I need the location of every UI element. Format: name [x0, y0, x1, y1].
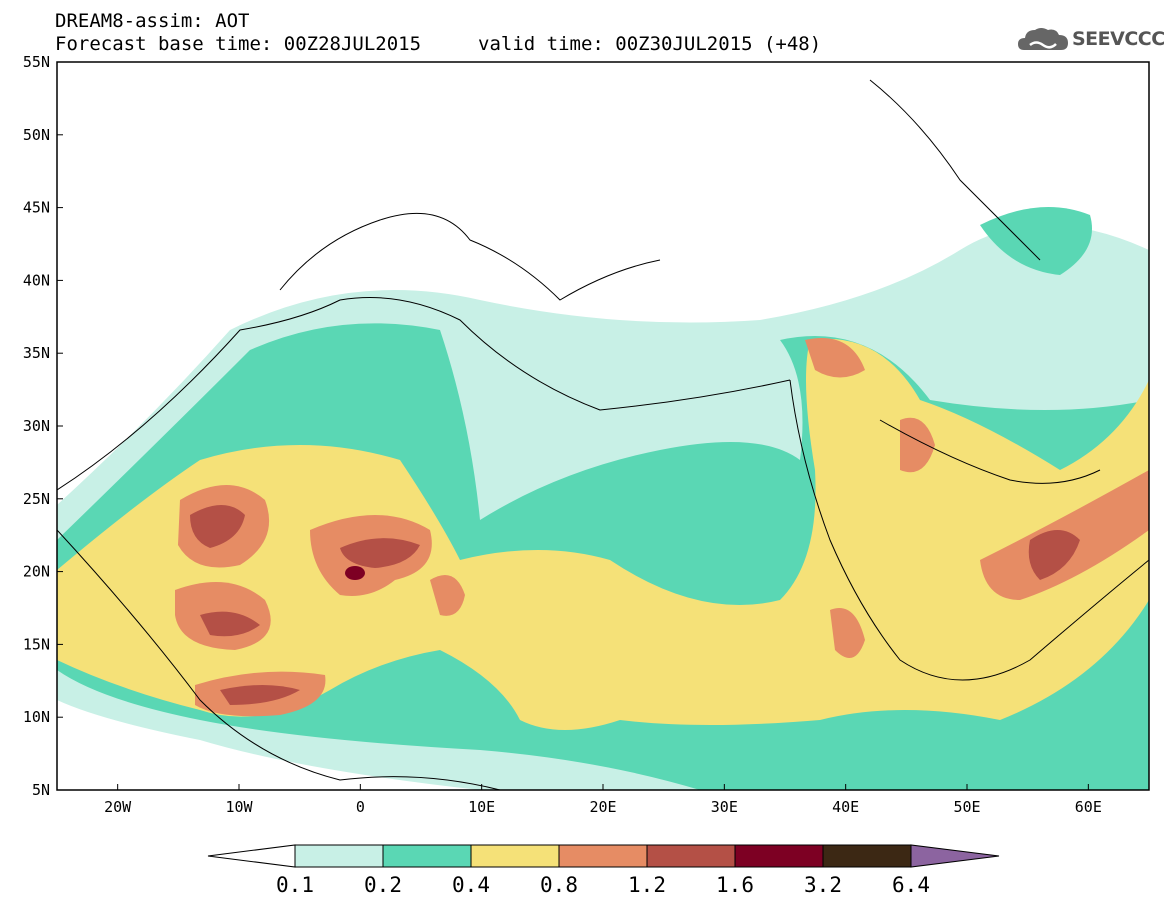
lat-label: 50N: [23, 126, 50, 144]
title-line-2: Forecast base time: 00Z28JUL2015: [55, 33, 422, 55]
lat-label: 15N: [23, 635, 50, 653]
lat-label: 35N: [23, 344, 50, 362]
colorbar-label: 0.4: [452, 873, 490, 897]
cloud-icon: [1018, 28, 1068, 50]
colorbar: [207, 844, 1000, 868]
colorbar-swatch: [822, 844, 912, 868]
lon-label: 20E: [589, 798, 616, 816]
aot-patch-orange-9: [830, 608, 865, 658]
aot-patch-darkred-5: [1028, 530, 1080, 580]
aot-green-caspian: [980, 207, 1092, 275]
logo-text: SEEVCCC: [1072, 28, 1165, 50]
aot-patch-orange-5: [430, 575, 465, 616]
lon-label: 0: [356, 798, 365, 816]
lat-label: 55N: [23, 53, 50, 71]
lon-label: 40E: [832, 798, 859, 816]
lat-label: 10N: [23, 708, 50, 726]
aot-patch-darkred-1: [190, 505, 245, 548]
lat-label: 40N: [23, 271, 50, 289]
colorbar-left-arrow: [207, 844, 296, 868]
colorbar-swatch: [734, 844, 824, 868]
colorbar-label: 1.2: [628, 873, 666, 897]
colorbar-label: 0.1: [276, 873, 314, 897]
colorbar-swatch: [558, 844, 648, 868]
latitude-labels: 55N 50N 45N 40N 35N 30N 25N 20N 15N 10N 5N: [23, 53, 63, 799]
colorbar-swatch: [382, 844, 472, 868]
aot-patch-darkred-4: [220, 685, 300, 705]
colorbar-label: 0.8: [540, 873, 578, 897]
lat-label: 25N: [23, 490, 50, 508]
longitude-labels: 20W 10W 0 10E 20E 30E 40E 50E 60E: [104, 784, 1102, 816]
colorbar-label: 0.2: [364, 873, 402, 897]
lat-label: 20N: [23, 563, 50, 581]
coastlines: [57, 79, 1149, 790]
seevccc-logo: SEEVCCC: [1016, 22, 1165, 56]
aot-patch-darkred-2: [200, 611, 260, 637]
colorbar-swatch: [646, 844, 736, 868]
colorbar-swatch: [294, 844, 384, 868]
title-line-1: DREAM8-assim: AOT: [55, 10, 250, 32]
aot-patch-darkred-3: [340, 538, 420, 568]
aot-band-yellow: [57, 338, 1149, 730]
colorbar-swatch: [470, 844, 560, 868]
lon-label: 10W: [225, 798, 253, 816]
aot-patch-orange-6: [805, 338, 865, 378]
lat-label: 5N: [32, 781, 50, 799]
colorbar-label: 6.4: [892, 873, 930, 897]
lon-label: 50E: [953, 798, 980, 816]
lon-label: 20W: [104, 798, 132, 816]
lon-label: 30E: [711, 798, 738, 816]
colorbar-label: 1.6: [716, 873, 754, 897]
aot-peak: [345, 566, 365, 580]
lat-label: 30N: [23, 417, 50, 435]
lon-label: 60E: [1075, 798, 1102, 816]
lat-label: 45N: [23, 199, 50, 217]
colorbar-label: 3.2: [804, 873, 842, 897]
aot-patch-orange-7: [900, 417, 935, 473]
aot-fields: [57, 62, 1149, 790]
colorbar-right-arrow: [910, 844, 1000, 868]
title-line-3: valid time: 00Z30JUL2015 (+48): [478, 33, 822, 55]
lon-label: 10E: [468, 798, 495, 816]
